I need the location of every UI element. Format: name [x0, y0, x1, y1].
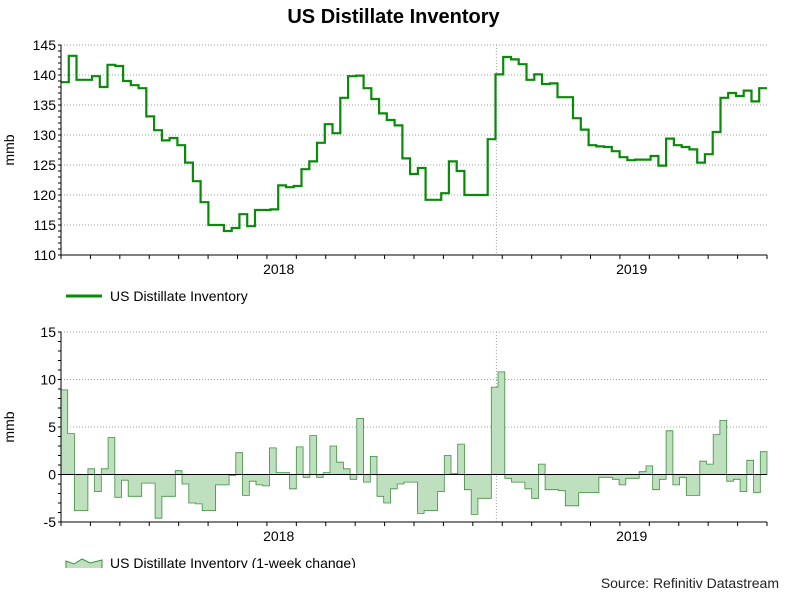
legend-label: US Distillate Inventory	[110, 288, 248, 304]
legend-label: US Distillate Inventory (1-week change)	[110, 555, 356, 568]
weekly-change-area	[60, 371, 768, 519]
legend-swatch	[65, 558, 103, 568]
weekly-change-area-chart: -5 0 5 10 15 2018 2019 mmb US Distillate Invento…	[1, 324, 768, 568]
page-title: US Distillate Inventory	[287, 6, 500, 28]
y-tick-label: 10	[40, 372, 56, 388]
y-tick-label: 140	[33, 67, 57, 83]
y-tick-label: 125	[33, 157, 57, 173]
y-axis-label: mmb	[1, 411, 17, 442]
inventory-series-line	[61, 54, 767, 233]
y-axis-label: mmb	[1, 134, 17, 165]
x-tick-label: 2018	[263, 528, 294, 544]
y-tick-label: 130	[33, 127, 57, 143]
y-tick-label: -5	[44, 514, 57, 530]
x-tick-label: 2018	[263, 261, 294, 277]
x-tick-label: 2019	[616, 261, 647, 277]
x-tick-label: 2019	[616, 528, 647, 544]
y-tick-label: 135	[33, 97, 57, 113]
y-tick-label: 115	[34, 217, 57, 233]
y-tick-label: 15	[40, 324, 56, 340]
y-tick-label: 0	[48, 467, 56, 483]
y-tick-label: 5	[48, 419, 56, 435]
y-tick-label: 145	[33, 37, 57, 53]
inventory-line-chart: 110 115 120 125 130 135 140 145 2018 2019 mmb US Di…	[1, 37, 768, 304]
y-tick-label: 110	[34, 247, 57, 263]
y-tick-label: 120	[33, 187, 57, 203]
source-note: Source: Refinitiv Datastream	[600, 575, 779, 591]
